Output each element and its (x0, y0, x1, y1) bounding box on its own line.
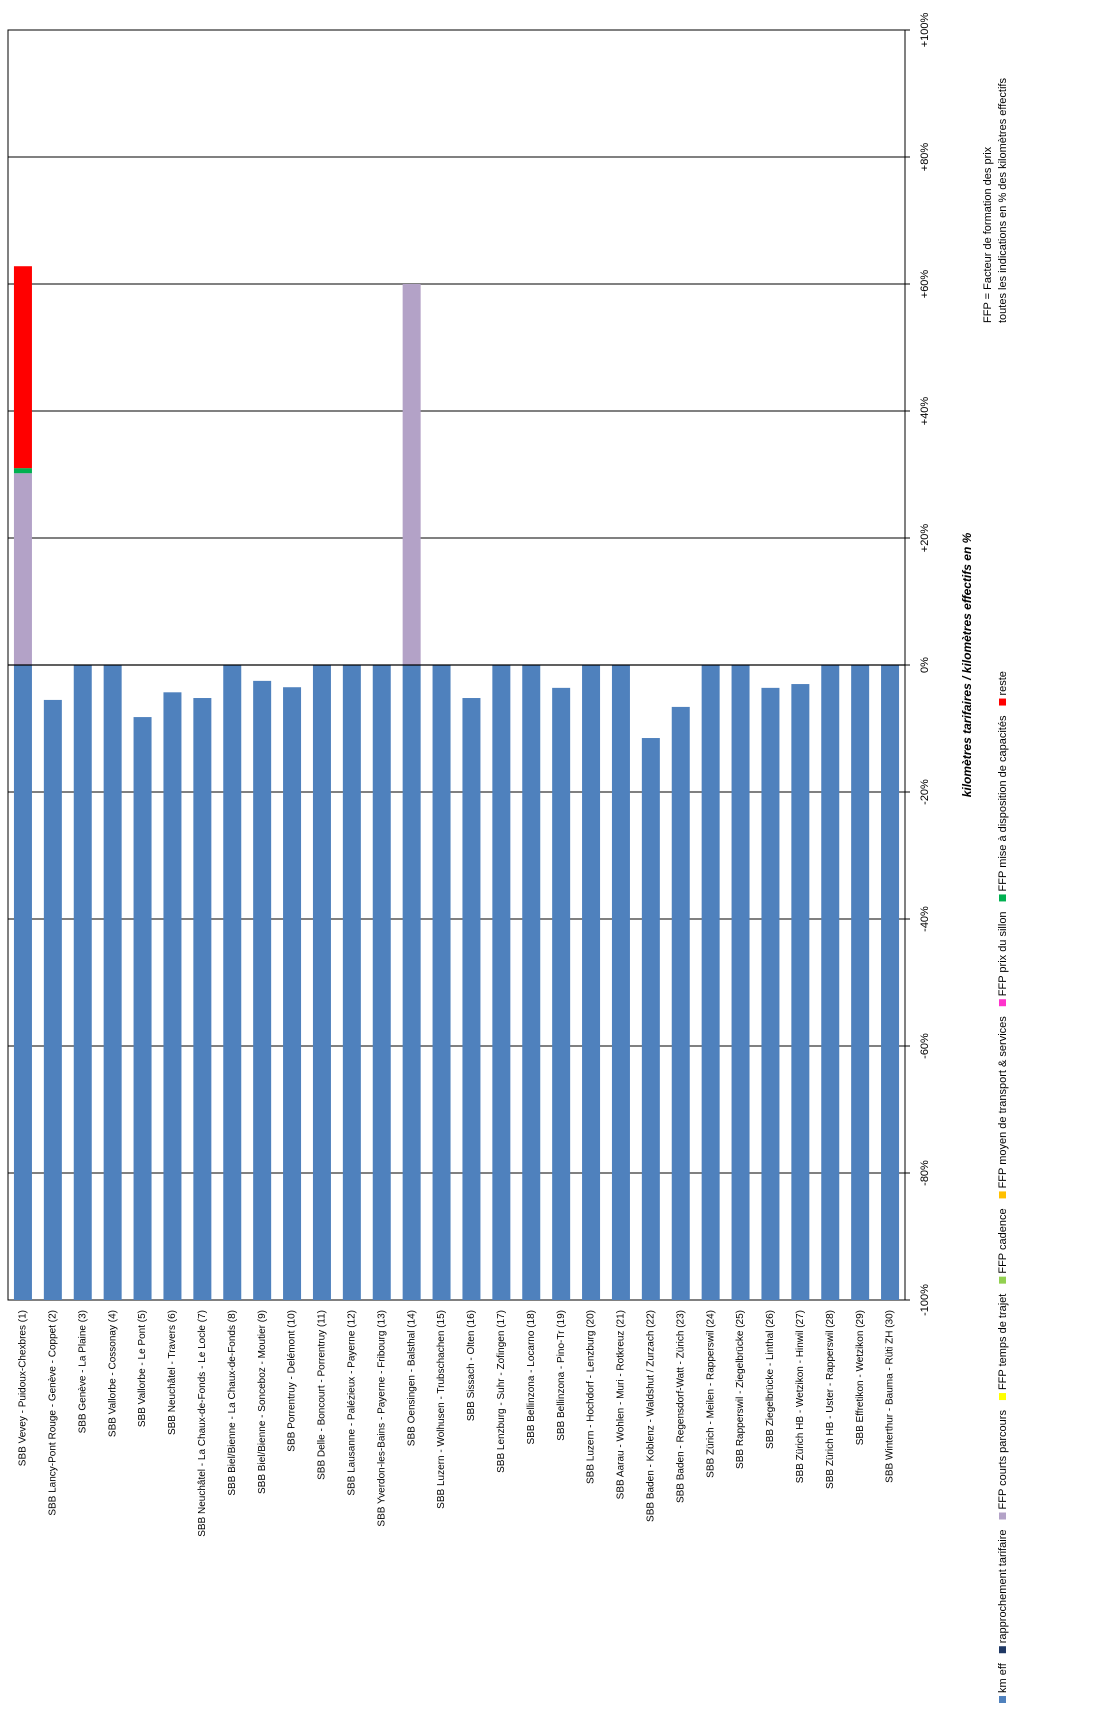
bar (13, 665, 32, 1300)
axis-title: kilomètres tarifaires / kilomètres effec… (960, 532, 974, 797)
bar (851, 665, 870, 1300)
category-label: SBB Neuchâtel - Travers (6) (167, 1310, 178, 1435)
category-label: SBB Luzern - Wolhusen - Trubschachen (15… (436, 1310, 447, 1509)
category-label: SBB Effretikon - Wetzikon (29) (855, 1310, 866, 1445)
bar (103, 665, 122, 1300)
legend-label: km eff (997, 1662, 1009, 1693)
category-label: SBB Luzern - Hochdorf - Lenzburg (20) (586, 1310, 597, 1484)
legend-swatch (999, 1512, 1006, 1520)
bar (701, 665, 720, 1300)
bar (611, 665, 630, 1300)
y-tick-label: +80% (919, 143, 931, 172)
bar (462, 698, 481, 1300)
category-label: SBB Porrentruy - Delémont (10) (287, 1310, 298, 1452)
bar (881, 665, 900, 1300)
bar (761, 687, 780, 1300)
category-label: SBB Winterthur - Bauma - Rüti ZH (30) (885, 1310, 896, 1483)
category-label: SBB Lenzburg - Suhr - Zofingen (17) (496, 1310, 507, 1473)
y-tick-label: -40% (919, 906, 931, 932)
bar (342, 665, 361, 1300)
legend-swatch (999, 1191, 1006, 1199)
category-label: SBB Neuchâtel - La Chaux-de-Fonds - Le L… (197, 1310, 208, 1537)
legend-swatch (999, 1646, 1006, 1654)
category-label: SBB Sissach - Olten (16) (466, 1310, 477, 1421)
bar-segment (13, 266, 32, 469)
bar (253, 680, 272, 1300)
bar-segment (402, 284, 421, 665)
bar (133, 717, 152, 1300)
bar (73, 665, 92, 1300)
bar (432, 665, 451, 1300)
bar (522, 665, 541, 1300)
legend-swatch (999, 698, 1006, 706)
legend-label: FFP prix du sillon (997, 911, 1009, 996)
y-tick-label: +40% (919, 397, 931, 426)
bar (283, 687, 302, 1300)
category-label: SBB Aarau - Wohlen - Muri - Rotkreuz (21… (616, 1310, 627, 1499)
legend-swatch (999, 1696, 1006, 1703)
bar (312, 665, 331, 1300)
note: FFP = Facteur de formation des prix (982, 146, 994, 323)
bar (402, 665, 421, 1300)
legend-swatch (999, 1276, 1006, 1284)
legend-label: FFP mise à disposition de capacités (997, 715, 1009, 891)
category-label: SBB Rapperswil - Ziegelbrücke (25) (735, 1310, 746, 1469)
category-label: SBB Vallorbe - Cossonay (4) (107, 1310, 118, 1437)
bar (731, 665, 750, 1300)
category-label: SBB Biel/Bienne - La Chaux-de-Fonds (8) (227, 1310, 238, 1496)
category-label: SBB Lausanne - Palézieux - Payerne (12) (346, 1310, 357, 1496)
legend-label: FFP courts parcours (997, 1410, 1009, 1510)
bar (193, 698, 212, 1300)
bar (821, 665, 840, 1300)
category-label: SBB Zürich - Meilen - Rapperswil (24) (705, 1310, 716, 1478)
y-tick-label: 0% (919, 657, 931, 673)
bar (671, 706, 690, 1300)
bar (43, 699, 62, 1300)
y-tick-label: +100% (919, 13, 931, 48)
legend-swatch (999, 894, 1006, 902)
category-label: SBB Zürich HB - Wetzikon - Hinwil (27) (795, 1310, 806, 1483)
y-tick-label: +20% (919, 524, 931, 553)
bar (223, 665, 242, 1300)
category-label: SBB Oensingen - Balsthal (14) (406, 1310, 417, 1446)
legend-swatch (999, 999, 1006, 1007)
y-tick-label: -20% (919, 779, 931, 805)
bar-segment (13, 468, 32, 474)
bar-segment (13, 473, 32, 665)
category-label: SBB Baden - Koblenz - Waldshut / Zurzach… (645, 1310, 656, 1522)
rotated-chart: kilomètres tarifaires / kilomètres effec… (7, 13, 1009, 1703)
bar (372, 665, 391, 1300)
category-label: SBB Bellinzona - Locarno (18) (526, 1310, 537, 1445)
bar (641, 738, 660, 1300)
bar (791, 684, 810, 1300)
legend-label: reste (997, 671, 1009, 695)
legend-swatch (999, 1393, 1006, 1401)
category-label: SBB Biel/Bienne - Sonceboz - Moutier (9) (257, 1310, 268, 1494)
legend-label: FFP cadence (997, 1208, 1009, 1273)
category-label: SBB Genève - La Plaine (3) (77, 1310, 88, 1433)
category-label: SBB Vevey - Puidoux-Chexbres (1) (18, 1310, 29, 1466)
y-tick-label: -60% (919, 1033, 931, 1059)
legend-label: FFP moyen de transport & services (997, 1016, 1009, 1189)
legend-label: rapprochement tarifaire (997, 1530, 1009, 1644)
category-label: SBB Bellinzona - Pino-Tr (19) (556, 1310, 567, 1441)
y-tick-label: -80% (919, 1160, 931, 1186)
y-tick-label: +60% (919, 270, 931, 299)
category-label: SBB Lancy-Pont Rouge - Genève - Coppet (… (47, 1310, 58, 1516)
category-label: SBB Zürich HB - Uster - Rapperswil (28) (825, 1310, 836, 1489)
bar (552, 687, 571, 1300)
category-label: SBB Vallorbe - Le Pont (5) (137, 1310, 148, 1427)
category-label: SBB Delle - Boncourt - Porrentruy (11) (317, 1310, 328, 1480)
category-label: SBB Yverdon-les-Bains - Payerne - Fribou… (376, 1310, 387, 1527)
legend-label: FFP temps de trajet (997, 1294, 1009, 1390)
bar (492, 665, 511, 1300)
bar (163, 692, 182, 1300)
y-tick-label: -100% (919, 1284, 931, 1316)
category-label: SBB Ziegelbrücke - Linthal (26) (765, 1310, 776, 1449)
note: toutes les indications en % des kilomètr… (997, 78, 1009, 323)
bar (582, 665, 601, 1300)
category-label: SBB Baden - Regensdorf-Watt - Zürich (23… (675, 1310, 686, 1503)
